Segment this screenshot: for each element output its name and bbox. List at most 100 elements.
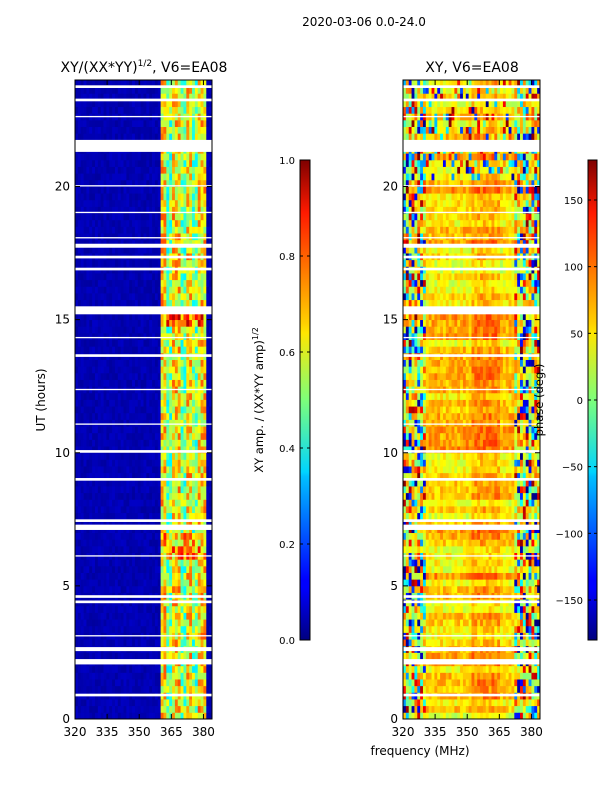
flagged-row xyxy=(75,255,212,259)
amplitude-cell xyxy=(163,572,167,580)
amplitude-cell xyxy=(77,379,82,387)
amplitude-cell xyxy=(137,685,142,693)
amplitude-cell xyxy=(206,512,210,520)
amplitude-cell xyxy=(189,572,193,580)
amplitude-cell xyxy=(137,246,142,254)
phase-cell xyxy=(520,699,524,707)
amplitude-cell xyxy=(117,672,122,680)
amplitude-cell xyxy=(117,372,122,380)
amplitude-cell xyxy=(189,273,193,281)
amplitude-cell xyxy=(75,193,79,201)
amplitude-cell xyxy=(123,585,127,593)
amplitude-cell xyxy=(152,705,156,713)
amplitude-cell xyxy=(106,399,110,407)
amplitude-cell xyxy=(194,712,199,720)
amplitude-cell xyxy=(183,206,187,214)
amplitude-cell xyxy=(89,339,93,347)
amplitude-cell xyxy=(132,286,136,294)
amplitude-cell xyxy=(172,226,176,234)
amplitude-cell xyxy=(163,332,167,340)
amplitude-cell xyxy=(177,293,181,301)
amplitude-cell xyxy=(174,459,179,467)
amplitude-cell xyxy=(186,545,190,553)
amplitude-cell xyxy=(123,366,127,374)
amplitude-cell xyxy=(174,439,179,447)
amplitude-cell xyxy=(157,332,162,340)
amplitude-cell xyxy=(77,106,82,114)
amplitude-cell xyxy=(160,672,164,680)
amplitude-cell xyxy=(114,159,119,167)
amplitude-cell xyxy=(149,293,153,301)
amplitude-cell xyxy=(89,173,93,181)
amplitude-cell xyxy=(197,565,201,573)
amplitude-cell xyxy=(140,299,144,307)
phase-cell xyxy=(528,705,532,713)
amplitude-cell xyxy=(166,619,170,627)
amplitude-cell xyxy=(174,499,179,507)
amplitude-cell xyxy=(94,605,99,613)
amplitude-cell xyxy=(166,539,170,547)
amplitude-cell xyxy=(80,412,84,420)
amplitude-cell xyxy=(200,332,204,340)
amplitude-cell xyxy=(140,99,144,108)
amplitude-cell xyxy=(94,712,99,720)
amplitude-cell xyxy=(114,233,119,241)
amplitude-cell xyxy=(89,512,93,520)
amplitude-cell xyxy=(157,512,162,520)
amplitude-cell xyxy=(114,153,119,161)
amplitude-cell xyxy=(86,679,90,687)
amplitude-cell xyxy=(97,672,102,680)
amplitude-cell xyxy=(177,585,181,593)
amplitude-cell xyxy=(189,312,193,321)
phase-cell xyxy=(477,712,481,720)
amplitude-cell xyxy=(92,286,96,294)
amplitude-cell xyxy=(154,173,159,181)
amplitude-cell xyxy=(152,532,156,540)
amplitude-cell xyxy=(109,625,113,633)
amplitude-cell xyxy=(92,545,96,553)
amplitude-cell xyxy=(117,106,122,114)
amplitude-cell xyxy=(129,486,133,494)
amplitude-cell xyxy=(126,532,130,540)
amplitude-cell xyxy=(75,559,79,567)
amplitude-cell xyxy=(89,439,93,447)
amplitude-cell xyxy=(132,186,136,194)
amplitude-cell xyxy=(149,126,153,134)
amplitude-cell xyxy=(203,572,207,580)
amplitude-cell xyxy=(75,219,79,227)
amplitude-cell xyxy=(197,379,201,387)
amplitude-cell xyxy=(134,559,139,567)
amplitude-cell xyxy=(183,173,187,181)
amplitude-cell xyxy=(140,326,144,334)
amplitude-cell xyxy=(129,699,133,707)
amplitude-cell xyxy=(92,612,96,620)
amplitude-cell xyxy=(77,486,82,494)
amplitude-cell xyxy=(154,699,159,707)
amplitude-cell xyxy=(114,685,119,693)
amplitude-cell xyxy=(89,179,93,187)
amplitude-cell xyxy=(134,699,139,707)
amplitude-cell xyxy=(100,199,104,207)
amplitude-cell xyxy=(180,293,184,301)
amplitude-cell xyxy=(186,532,190,540)
amplitude-cell xyxy=(203,153,207,161)
amplitude-cell xyxy=(157,279,162,287)
amplitude-cell xyxy=(126,472,130,480)
amplitude-cell xyxy=(203,539,207,547)
amplitude-cell xyxy=(154,346,159,354)
amplitude-cell xyxy=(92,572,96,580)
amplitude-cell xyxy=(132,539,136,547)
amplitude-cell xyxy=(149,399,153,407)
amplitude-cell xyxy=(152,259,156,267)
amplitude-cell xyxy=(160,159,164,167)
amplitude-cell xyxy=(109,133,113,141)
amplitude-cell xyxy=(160,492,164,500)
amplitude-cell xyxy=(149,426,153,434)
amplitude-cell xyxy=(86,332,90,340)
amplitude-cell xyxy=(114,446,119,454)
amplitude-cell xyxy=(94,679,99,687)
amplitude-cell xyxy=(134,93,139,101)
amplitude-cell xyxy=(94,133,99,141)
amplitude-cell xyxy=(180,186,184,194)
amplitude-cell xyxy=(163,246,167,254)
